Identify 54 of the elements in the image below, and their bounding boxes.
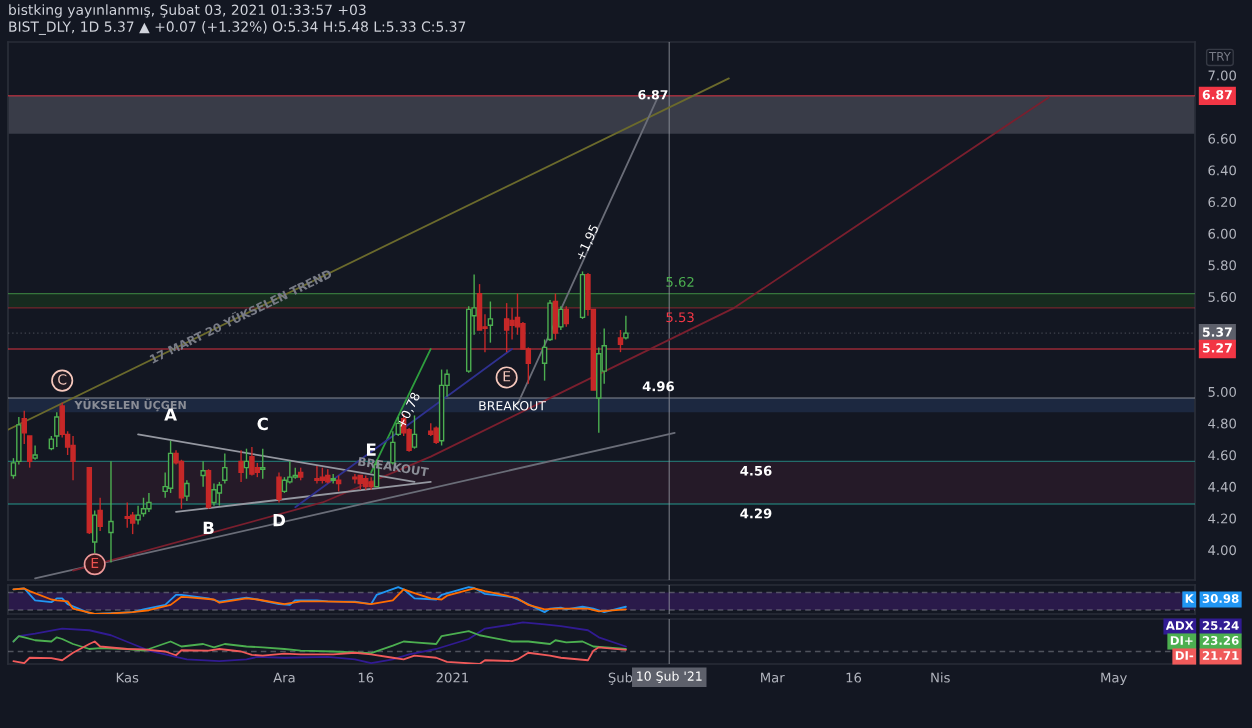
ref-line-label: 6.87	[1202, 89, 1232, 100]
ref-line-label: 5.37	[1202, 327, 1232, 337]
legend-label: DI+	[1170, 636, 1193, 645]
annotation: C	[257, 417, 268, 431]
annotation: BREAKOUT	[358, 456, 429, 477]
y-tick-label: 6.00	[1208, 228, 1236, 239]
y-tick-label: 5.80	[1208, 260, 1236, 271]
y-tick-label: 6.20	[1208, 197, 1236, 208]
text: 23.26	[1202, 636, 1239, 645]
y-tick-label: 4.80	[1208, 418, 1236, 429]
x-tick-label: Ara	[273, 672, 295, 683]
annotation: E	[366, 443, 376, 456]
x-tick-label: May	[1101, 672, 1127, 686]
annotation: C	[58, 374, 67, 385]
text: 25.24	[1202, 621, 1239, 630]
x-tick-label: Nis	[931, 672, 950, 683]
text: 21.71	[1202, 651, 1239, 660]
annotation: +0,78	[396, 391, 422, 429]
legend-label: K	[1185, 594, 1195, 603]
annotation: 5.62	[666, 276, 694, 287]
chart-subtitle: BIST_DLY, 1D 5.37 ▲ +0.07 (+1.32%) O:5.34 H:5.48 L:5.33 C:5.37	[9, 21, 466, 35]
text: 30.98	[1202, 594, 1239, 603]
annotation: B	[203, 521, 214, 534]
annotation: E	[503, 371, 511, 382]
y-axis-title: TRY	[1208, 52, 1231, 61]
chart-title: bistking yayınlanmış, Şubat 03, 2021 01:33:57 +03	[9, 4, 366, 18]
y-tick-label: 7.00	[1208, 70, 1236, 81]
ref-line-label: 5.27	[1202, 343, 1232, 353]
x-tick-label: Mar	[761, 672, 785, 683]
y-tick-label: 5.60	[1208, 291, 1236, 302]
legend-label: DI-	[1175, 651, 1194, 660]
y-tick-label: 4.00	[1208, 545, 1236, 556]
x-tick-label: 16	[846, 672, 862, 683]
x-tick-label: Şub	[608, 672, 633, 685]
annotation: 4.96	[642, 381, 674, 392]
annotation: 6.87	[638, 89, 668, 100]
annotation: D	[273, 514, 286, 527]
y-tick-label: 6.40	[1208, 165, 1236, 176]
y-tick-label: 4.40	[1208, 481, 1236, 492]
y-tick-label: 5.00	[1208, 386, 1236, 397]
y-tick-label: 4.60	[1208, 450, 1236, 461]
annotation: 4.29	[740, 508, 772, 519]
ref-line-label: 10 Şub '21	[637, 671, 702, 684]
annotation: 5.53	[666, 312, 694, 323]
annotation: E	[91, 557, 99, 569]
x-tick-label: 2021	[436, 672, 469, 683]
annotation: +1,95	[575, 224, 601, 262]
x-tick-label: Kas	[116, 672, 139, 683]
annotation: BREAKOUT	[479, 401, 547, 411]
y-tick-label: 6.60	[1208, 133, 1236, 144]
x-tick-label: 16	[358, 672, 374, 683]
legend-label: ADX	[1165, 621, 1194, 630]
annotation: 4.56	[740, 465, 772, 476]
y-tick-label: 4.20	[1208, 513, 1236, 524]
